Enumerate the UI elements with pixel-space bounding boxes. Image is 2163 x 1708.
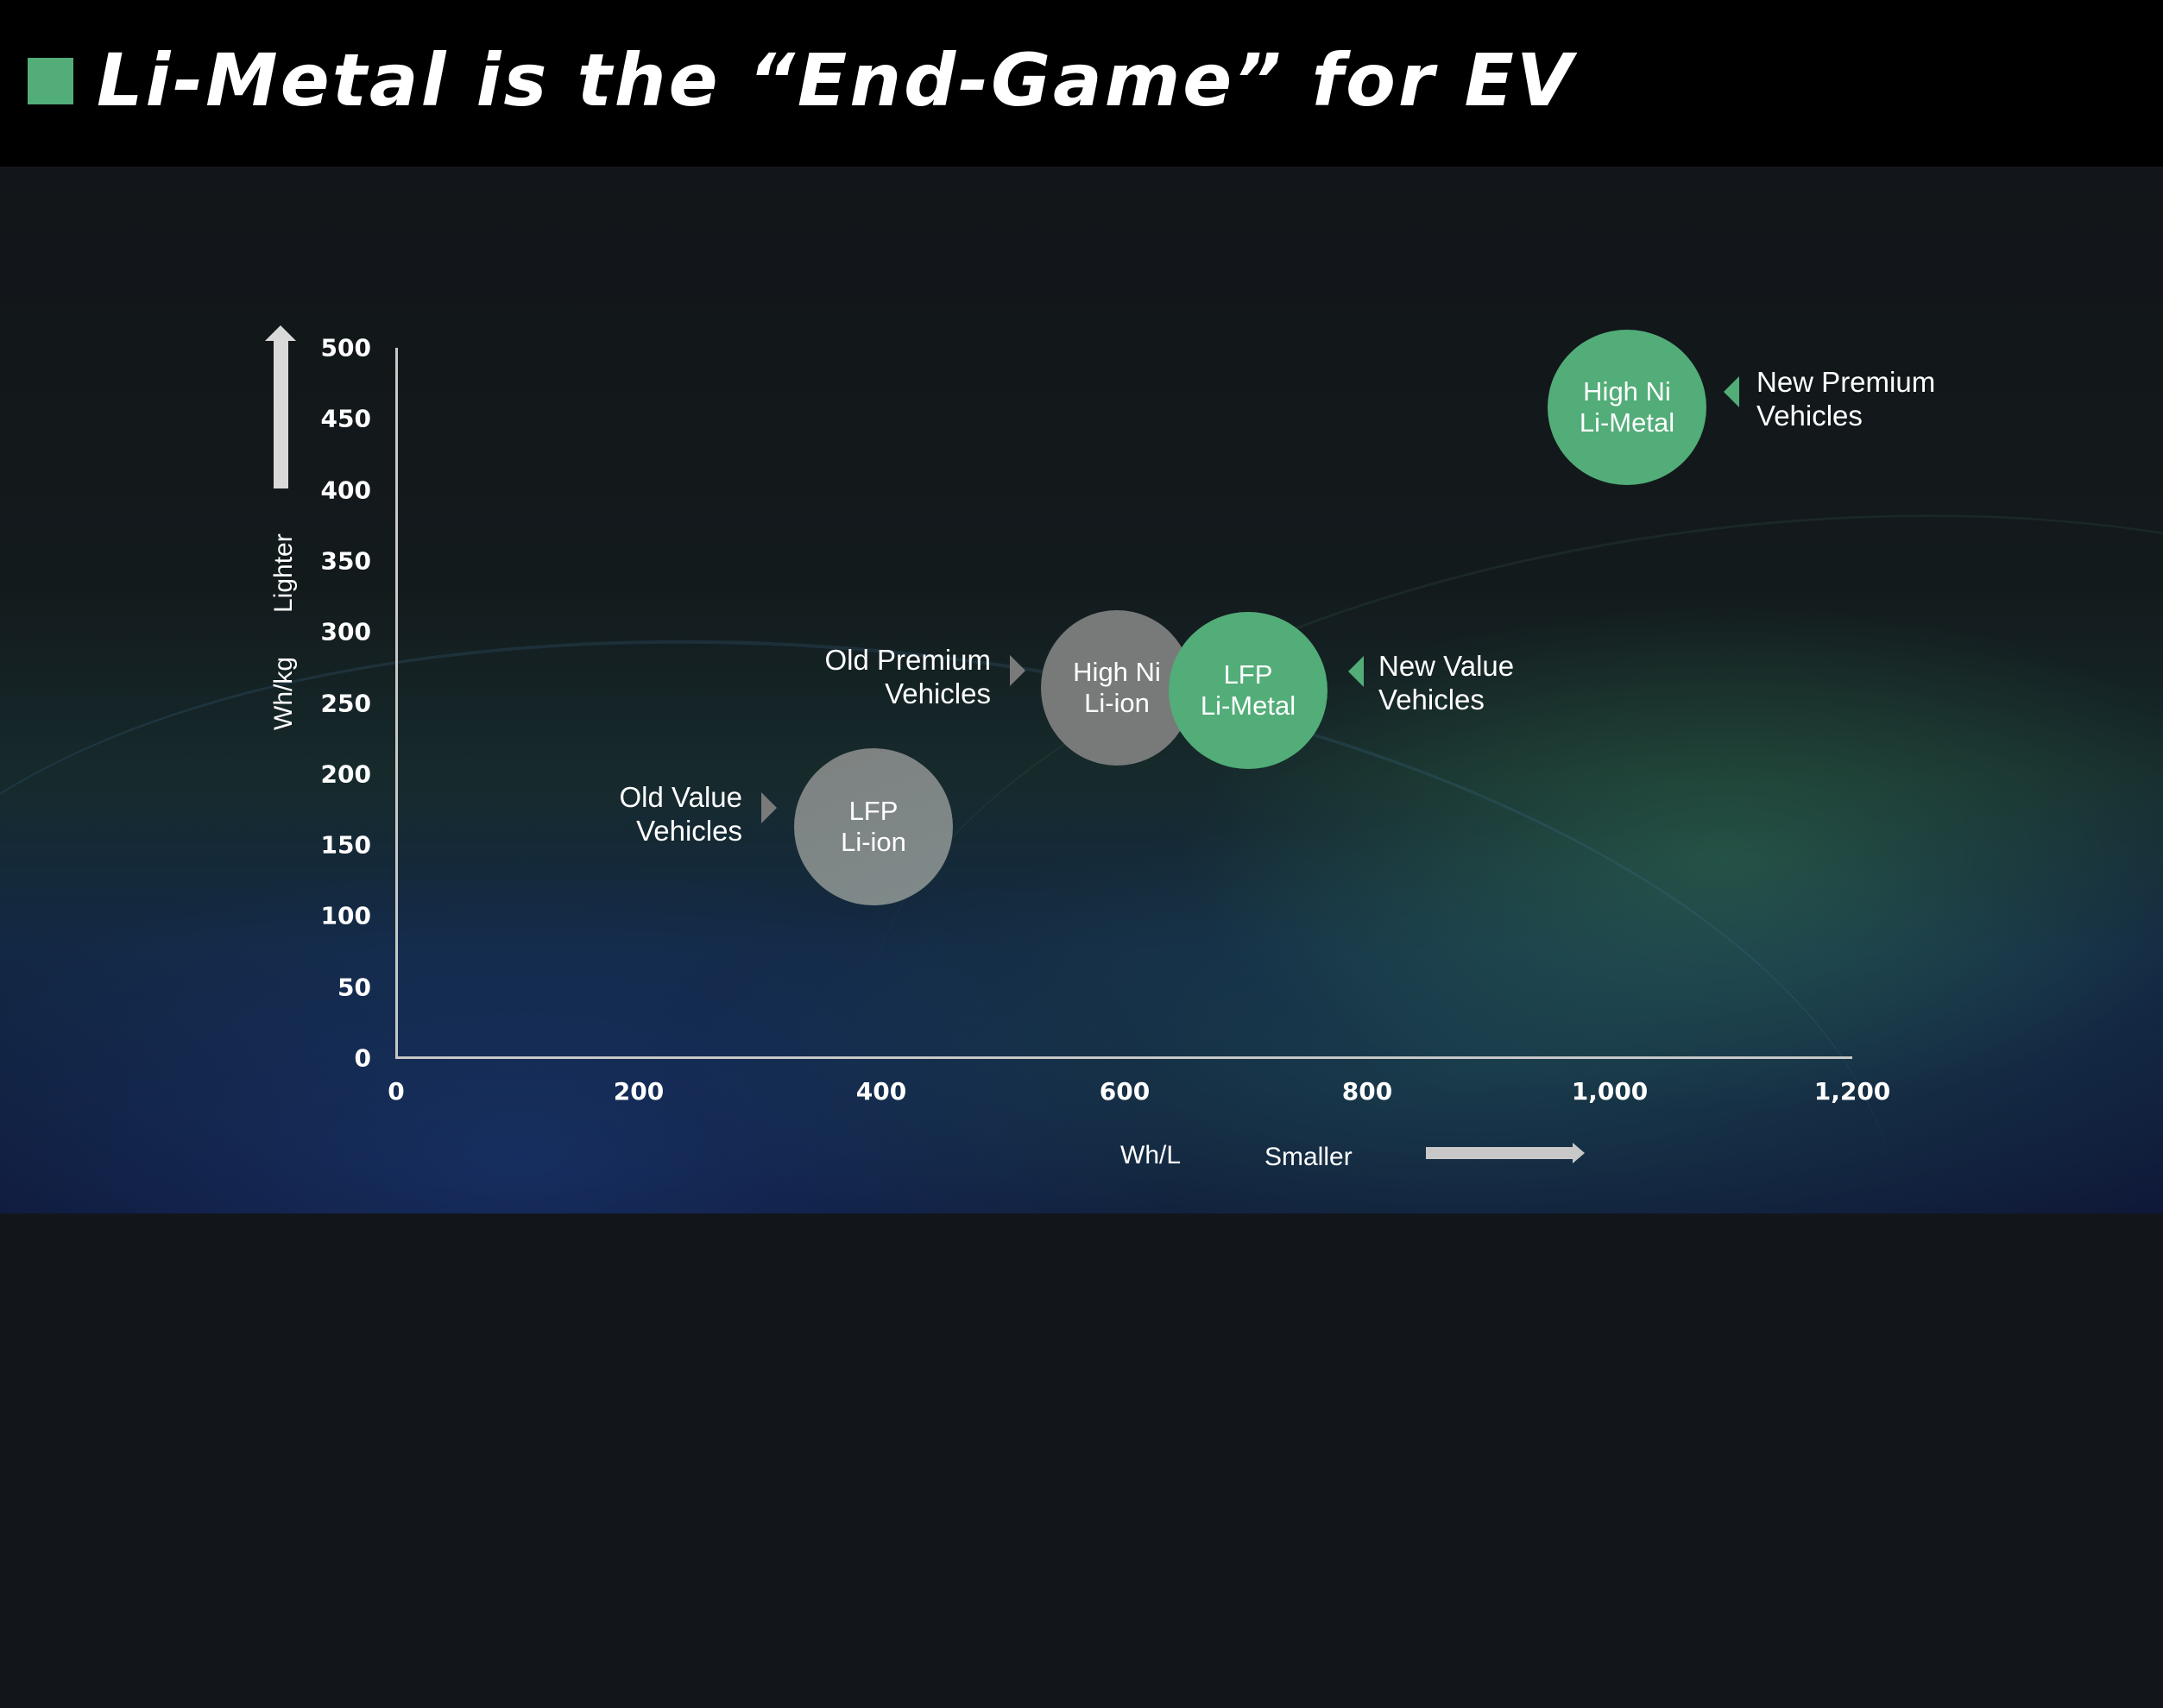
callout-line2: Vehicles bbox=[885, 678, 991, 709]
y-tick: 400 bbox=[320, 476, 371, 505]
callout-line1: New Value bbox=[1378, 650, 1515, 682]
y-tick: 450 bbox=[320, 404, 371, 433]
pointer-left-icon bbox=[1348, 656, 1364, 687]
callout-line2: Vehicles bbox=[1378, 684, 1485, 715]
bubble-label-line2: Li-ion bbox=[841, 827, 906, 857]
x-direction-label: Smaller bbox=[1264, 1143, 1353, 1171]
callout-line1: Old Premium bbox=[824, 644, 991, 676]
page-title: Li-Metal is the “End-Game” for EV bbox=[97, 38, 1575, 123]
bubble-label-line1: High Ni bbox=[1073, 657, 1161, 687]
y-tick: 150 bbox=[320, 830, 371, 860]
y-direction-arrow-shaft bbox=[274, 340, 288, 488]
pointer-right-icon bbox=[761, 792, 777, 823]
bubble-lfp-li-metal: LFP Li-Metal bbox=[1169, 612, 1327, 769]
bubble-label-line2: Li-Metal bbox=[1200, 690, 1296, 721]
pointer-right-icon bbox=[1010, 655, 1025, 686]
x-direction-arrow-shaft bbox=[1426, 1147, 1573, 1159]
y-tick: 500 bbox=[320, 333, 371, 362]
y-tick: 50 bbox=[337, 973, 371, 1002]
bubble-label-line2: Li-Metal bbox=[1579, 407, 1675, 438]
callout-new-value: New Value Vehicles bbox=[1378, 649, 1514, 716]
y-direction-label: Lighter bbox=[269, 533, 298, 613]
callout-line2: Vehicles bbox=[636, 815, 742, 847]
x-tick: 1,000 bbox=[1571, 1077, 1649, 1106]
background-swoosh bbox=[817, 413, 2163, 1425]
y-tick: 250 bbox=[320, 689, 371, 718]
callout-line1: New Premium bbox=[1756, 366, 1936, 398]
bubble-high-ni-li-ion: High Ni Li-ion bbox=[1041, 610, 1193, 766]
title-accent-square bbox=[28, 58, 73, 104]
x-tick: 600 bbox=[1099, 1077, 1151, 1106]
y-axis-label: Wh/kg bbox=[269, 656, 298, 730]
y-tick: 200 bbox=[320, 759, 371, 789]
title-bar: Li-Metal is the “End-Game” for EV bbox=[0, 0, 2163, 167]
arrow-up-icon bbox=[265, 325, 296, 341]
bubble-label-line2: Li-ion bbox=[1084, 688, 1150, 718]
y-axis-line bbox=[395, 348, 398, 1059]
y-tick: 300 bbox=[320, 617, 371, 646]
x-tick: 0 bbox=[388, 1077, 405, 1106]
bubble-label-line1: High Ni bbox=[1583, 376, 1671, 407]
arrow-right-icon bbox=[1573, 1143, 1585, 1163]
callout-line2: Vehicles bbox=[1756, 400, 1863, 432]
bubble-label-line1: LFP bbox=[1223, 659, 1273, 690]
bubble-lfp-li-ion: LFP Li-ion bbox=[794, 748, 953, 905]
callout-new-premium: New Premium Vehicles bbox=[1756, 365, 1935, 432]
x-axis-line bbox=[395, 1056, 1852, 1059]
y-tick: 100 bbox=[320, 901, 371, 930]
callout-line1: Old Value bbox=[619, 781, 742, 813]
bubble-label-line1: LFP bbox=[848, 796, 899, 826]
y-tick: 350 bbox=[320, 546, 371, 576]
x-tick: 1,200 bbox=[1813, 1077, 1891, 1106]
pointer-left-icon bbox=[1724, 376, 1739, 407]
y-tick: 0 bbox=[354, 1043, 371, 1073]
x-tick: 800 bbox=[1341, 1077, 1393, 1106]
callout-old-premium: Old Premium Vehicles bbox=[803, 643, 991, 710]
x-axis-label: Wh/L bbox=[1120, 1141, 1182, 1169]
bubble-high-ni-li-metal: High Ni Li-Metal bbox=[1548, 330, 1706, 485]
x-tick: 400 bbox=[855, 1077, 907, 1106]
callout-old-value: Old Value Vehicles bbox=[596, 780, 742, 848]
x-tick: 200 bbox=[613, 1077, 665, 1106]
